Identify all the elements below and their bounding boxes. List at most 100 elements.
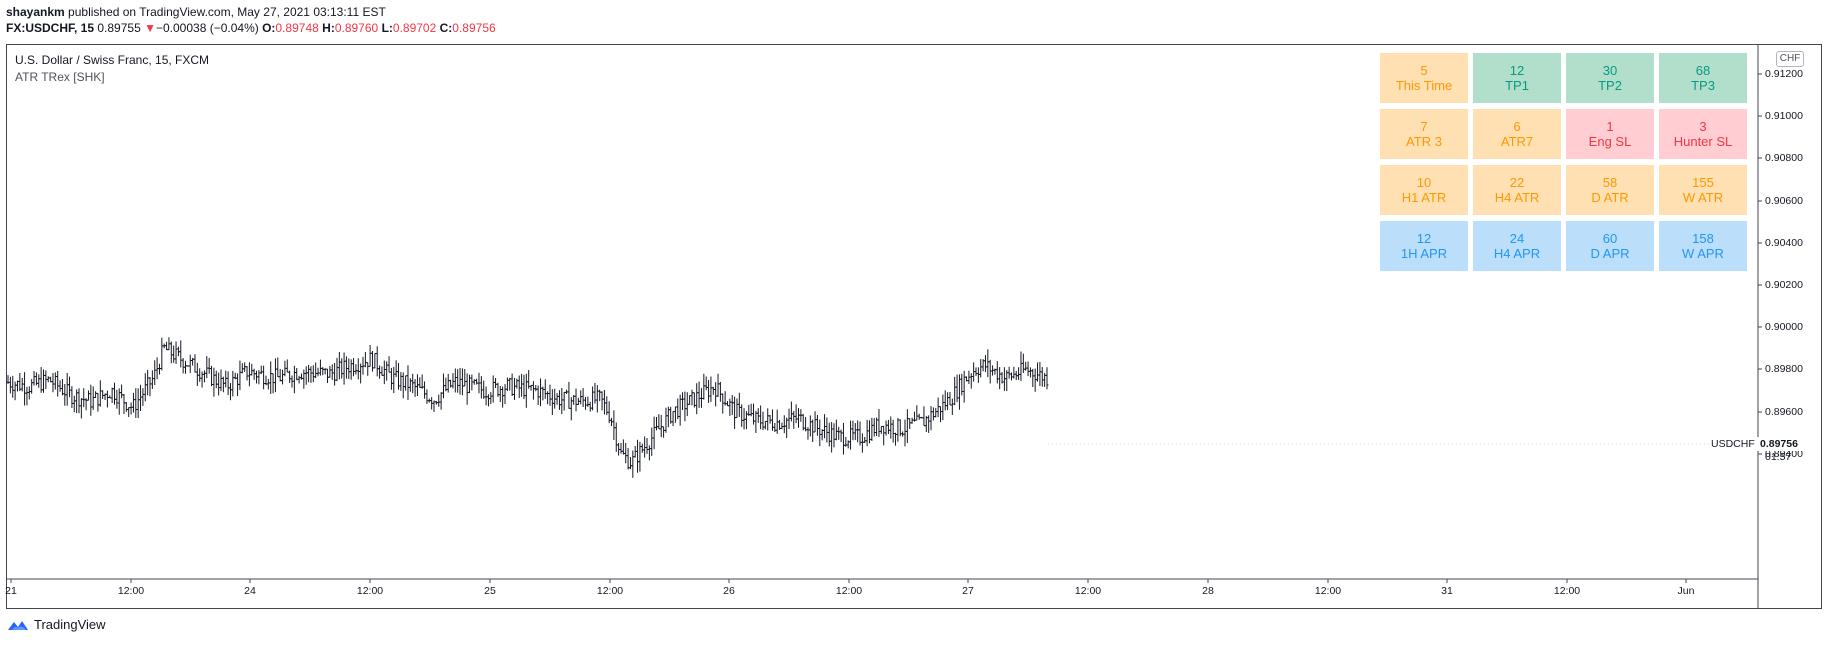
atr-cell-value: 155	[1692, 175, 1714, 190]
time-axis-label: 21	[5, 585, 17, 597]
atr-table-cell: 5 This Time	[1380, 53, 1468, 103]
price-axis-label: 0.91000	[1765, 110, 1803, 122]
bar-countdown: 01:57	[1765, 451, 1792, 463]
footer-brand-label: TradingView	[34, 617, 106, 632]
atr-cell-value: 7	[1420, 119, 1428, 134]
price-axis-label: 0.90600	[1765, 195, 1803, 207]
price-axis-label: 0.90800	[1765, 152, 1803, 164]
atr-cell-label: TP2	[1598, 78, 1622, 93]
atr-cell-value: 60	[1602, 231, 1618, 246]
tradingview-logo-icon	[8, 620, 28, 630]
atr-table-cell: 10 H1 ATR	[1380, 165, 1468, 215]
atr-cell-label: D APR	[1590, 246, 1630, 261]
atr-cell-value: 68	[1695, 63, 1711, 78]
time-axis-label: 12:00	[596, 585, 624, 597]
atr-cell-value: 158	[1692, 231, 1714, 246]
price-symbol-tag: USDCHF	[1711, 438, 1755, 450]
time-axis-label: 12:00	[356, 585, 384, 597]
atr-table-cell: 1 Eng SL	[1566, 109, 1654, 159]
atr-cell-value: 22	[1509, 175, 1525, 190]
time-axis-label: 12:00	[1074, 585, 1102, 597]
atr-cell-label: Hunter SL	[1673, 134, 1733, 149]
atr-table-cell: 12 TP1	[1473, 53, 1561, 103]
atr-cell-label: D ATR	[1591, 190, 1629, 205]
atr-cell-value: 10	[1416, 175, 1432, 190]
atr-table-cell: 3 Hunter SL	[1659, 109, 1747, 159]
price-axis-label: 0.90200	[1765, 279, 1803, 291]
atr-cell-label: W APR	[1682, 246, 1724, 261]
close-value: 0.89756	[452, 21, 496, 35]
atr-table-cell: 158 W APR	[1659, 221, 1747, 271]
atr-table-cell: 68 TP3	[1659, 53, 1747, 103]
price-axis-label: 0.89600	[1765, 406, 1803, 418]
atr-cell-value: 5	[1420, 63, 1428, 78]
price-axis-label: 0.89400	[1765, 448, 1803, 460]
time-axis-label: Jun	[1677, 585, 1695, 597]
price-axis-label: 0.89800	[1765, 363, 1803, 375]
atr-cell-value: 12	[1416, 231, 1432, 246]
time-axis-label: 24	[244, 585, 256, 597]
time-axis-label: 26	[723, 585, 735, 597]
price-axis-label: 0.91200	[1765, 68, 1803, 80]
last-price-tag: 0.89756	[1756, 437, 1802, 451]
atr-cell-label: ATR7	[1500, 134, 1534, 149]
legend-title[interactable]: U.S. Dollar / Swiss Franc, 15, FXCM	[15, 53, 210, 67]
author-name: shayankm	[6, 5, 65, 19]
atr-cell-label: H4 APR	[1493, 246, 1541, 261]
close-label: C:	[439, 21, 453, 35]
time-axis-label: 12:00	[1553, 585, 1581, 597]
atr-cell-label: Eng SL	[1588, 134, 1632, 149]
published-text: published on TradingView.com, May 27, 20…	[68, 5, 386, 19]
atr-cell-value: 1	[1606, 119, 1614, 134]
atr-cell-label: H4 ATR	[1494, 190, 1540, 205]
atr-cell-label: This Time	[1395, 78, 1453, 93]
atr-table-cell: 30 TP2	[1566, 53, 1654, 103]
atr-table-cell: 24 H4 APR	[1473, 221, 1561, 271]
high-label: H:	[322, 21, 335, 35]
atr-table-cell: 7 ATR 3	[1380, 109, 1468, 159]
atr-cell-value: 3	[1699, 119, 1707, 134]
atr-table-cell: 6 ATR7	[1473, 109, 1561, 159]
high-value: 0.89760	[334, 21, 379, 35]
atr-table-cell: 58 D ATR	[1566, 165, 1654, 215]
low-value: 0.89702	[392, 21, 437, 35]
price-axis-label: 0.90000	[1765, 321, 1803, 333]
atr-table-cell: 60 D APR	[1566, 221, 1654, 271]
atr-cell-label: ATR 3	[1406, 134, 1442, 149]
currency-badge[interactable]: CHF	[1776, 51, 1804, 67]
time-axis-label: 12:00	[117, 585, 145, 597]
time-axis-label: 28	[1202, 585, 1214, 597]
atr-cell-label: W ATR	[1682, 190, 1724, 205]
atr-cell-value: 24	[1509, 231, 1525, 246]
symbol-interval: FX:USDCHF, 15	[6, 21, 95, 35]
atr-cell-label: TP3	[1691, 78, 1715, 93]
time-axis-label: 27	[962, 585, 974, 597]
atr-cell-label: TP1	[1505, 78, 1529, 93]
atr-cell-label: 1H APR	[1400, 246, 1448, 261]
atr-table-cell: 12 1H APR	[1380, 221, 1468, 271]
change-text: −0.00038 (−0.04%)	[155, 21, 259, 35]
footer-brand[interactable]: TradingView	[6, 617, 106, 632]
atr-cell-value: 30	[1602, 63, 1618, 78]
atr-cell-value: 12	[1509, 63, 1525, 78]
time-axis-label: 12:00	[1314, 585, 1342, 597]
low-label: L:	[381, 21, 393, 35]
time-axis-label: 12:00	[835, 585, 863, 597]
published-line: shayankm published on TradingView.com, M…	[6, 5, 386, 19]
ohlc-line: FX:USDCHF, 15 0.89755 ▼−0.00038 (−0.04%)…	[6, 21, 496, 35]
atr-table-cell: 155 W ATR	[1659, 165, 1747, 215]
chart-frame[interactable]	[6, 44, 1822, 609]
atr-table-cell: 22 H4 ATR	[1473, 165, 1561, 215]
chart-legend: U.S. Dollar / Swiss Franc, 15, FXCM ATR …	[15, 52, 209, 86]
open-value: 0.89748	[275, 21, 319, 35]
down-arrow-icon: ▼	[144, 21, 156, 35]
time-axis-label: 31	[1441, 585, 1453, 597]
atr-cell-label: H1 ATR	[1401, 190, 1447, 205]
last-price: 0.89755	[97, 21, 141, 35]
open-label: O:	[262, 21, 276, 35]
legend-indicator[interactable]: ATR TRex [SHK]	[15, 70, 105, 84]
atr-cell-value: 58	[1602, 175, 1618, 190]
price-axis-label: 0.90400	[1765, 237, 1803, 249]
atr-cell-value: 6	[1513, 119, 1521, 134]
